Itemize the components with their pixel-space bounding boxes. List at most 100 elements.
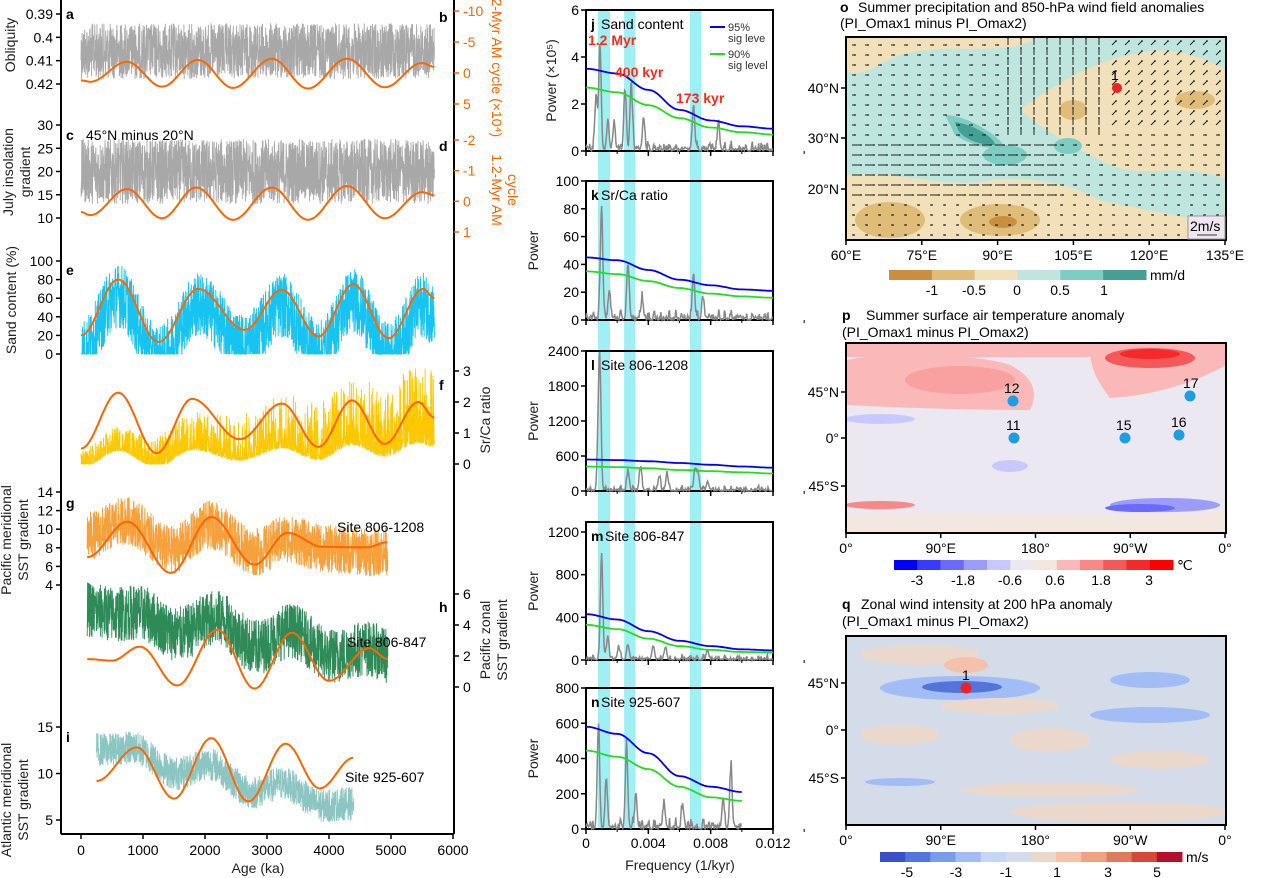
colorbar-tick-label: 1 (1053, 864, 1061, 878)
wind-arrow-head (945, 134, 947, 136)
map-o-title: Summer precipitation and 850-hPa wind fi… (858, 0, 1204, 15)
wind-arrow-head (1154, 110, 1156, 112)
spectrum-title: Sand content (601, 16, 684, 32)
panel-letter-b: b (439, 9, 448, 25)
wind-arrow-head (958, 54, 960, 56)
colorbar-tick-label: -1 (926, 282, 939, 298)
wind-arrow-head (1140, 144, 1142, 146)
wind-arrow (1176, 110, 1182, 116)
map-ytick-label: 40°N (808, 80, 839, 96)
wind-arrow-head (1098, 87, 1100, 89)
panel-letter-g: g (66, 495, 75, 511)
wind-arrow-head (1029, 144, 1031, 146)
ytick-label: 0 (571, 652, 579, 668)
wind-arrow-head (1219, 50, 1221, 52)
wind-arrow-head (1205, 164, 1207, 166)
wind-arrow-head (1072, 97, 1074, 99)
wind-arrow-head (984, 54, 986, 56)
wind-arrow-head (996, 234, 998, 236)
wind-arrow-head (893, 64, 895, 66)
wind-arrow-head (1179, 194, 1181, 196)
wind-arrow-head (1114, 144, 1116, 146)
wind-arrow-head (945, 74, 947, 76)
wind-arrow-head (1192, 154, 1194, 156)
wind-arrow-head (880, 84, 882, 86)
wind-arrow-head (1141, 40, 1143, 42)
wind-arrow-head (906, 124, 908, 126)
wind-arrow-head (1167, 100, 1169, 102)
colorbar-swatch (1081, 852, 1107, 862)
wind-arrow-head (899, 154, 901, 156)
wind-arrow-head (932, 104, 934, 106)
wind-arrow-head (1062, 164, 1064, 166)
wind-arrow-head (860, 194, 862, 196)
wind-arrow-head (918, 234, 920, 236)
wind-arrow (1189, 110, 1195, 116)
wind-arrow-head (1075, 154, 1077, 156)
map-p-title: Summer surface air temperature anomaly (866, 307, 1124, 323)
wind-arrow (1202, 50, 1208, 56)
wind-arrow (1215, 40, 1221, 46)
wind-arrow-head (1007, 67, 1009, 69)
wind-arrow-head (997, 74, 999, 76)
wind-arrow-head (1180, 70, 1182, 72)
wind-arrow-head (879, 234, 881, 236)
wind-arrow-head (1075, 194, 1077, 196)
wind-arrow-head (990, 144, 992, 146)
ytick-label-i: 15 (37, 719, 53, 735)
wind-arrow-head (964, 154, 966, 156)
wind-arrow (1150, 60, 1156, 66)
wind-arrow (1189, 50, 1195, 56)
map-xtick-label: 60°E (831, 247, 862, 263)
wind-arrow-head (1165, 234, 1167, 236)
wind-arrow-head (1141, 70, 1143, 72)
wind-arrow-head (880, 104, 882, 106)
colorbar-swatch (1010, 560, 1034, 570)
wind-arrow-head (867, 44, 869, 46)
ytick-label: 0 (571, 483, 579, 499)
site-marker-15 (1119, 432, 1131, 444)
wind-arrow-head (1098, 77, 1100, 79)
wind-arrow (1111, 120, 1117, 126)
ytick-label: 0 (571, 312, 579, 328)
wind-arrow-head (984, 64, 986, 66)
wind-arrow-head (1072, 87, 1074, 89)
wind-arrow-head (1085, 87, 1087, 89)
colorbar-swatch (1106, 852, 1133, 862)
cycle-curve-g (87, 516, 388, 574)
wind-arrow-head (1219, 110, 1221, 112)
wind-arrow (1215, 70, 1221, 76)
record-line-h (86, 582, 389, 684)
wind-arrow-head (905, 214, 907, 216)
wind-arrow-head (1113, 224, 1115, 226)
map-p-colorbar: -3 -1.8 -0.6 0.6 1.8 3 ℃ (894, 557, 1193, 588)
wind-arrow-head (958, 64, 960, 66)
wind-arrow-head (1100, 224, 1102, 226)
wind-arrow-head (1193, 120, 1195, 122)
wind-arrow-head (880, 124, 882, 126)
wind-arrow-head (854, 44, 856, 46)
ylabel-power: Power (525, 571, 541, 611)
wind-arrow-head (977, 144, 979, 146)
wind-arrow (1215, 60, 1221, 66)
ylabel-g-line2: SST gradient (15, 499, 31, 581)
cycle-curve-f (80, 391, 435, 455)
wind-arrow-head (1166, 164, 1168, 166)
wind-arrow (1111, 50, 1117, 56)
wind-arrow-head (951, 194, 953, 196)
wind-arrow-head (1055, 144, 1057, 146)
wind-arrow-head (879, 224, 881, 226)
wind-arrow-head (931, 214, 933, 216)
wind-arrow-head (1115, 110, 1117, 112)
wind-arrow-head (919, 124, 921, 126)
site-marker-11 (1008, 432, 1020, 444)
wind-arrow-head (880, 134, 882, 136)
wind-arrow-head (977, 154, 979, 156)
colorbar-swatch (1017, 270, 1061, 280)
wind-arrow-head (1088, 154, 1090, 156)
map-xtick-label: 90°W (1113, 832, 1148, 848)
wind-arrow-head (1035, 234, 1037, 236)
wind-arrow-head (854, 64, 856, 66)
wind-arrow-head (1059, 97, 1061, 99)
map-xtick-label: 0° (1218, 540, 1231, 556)
